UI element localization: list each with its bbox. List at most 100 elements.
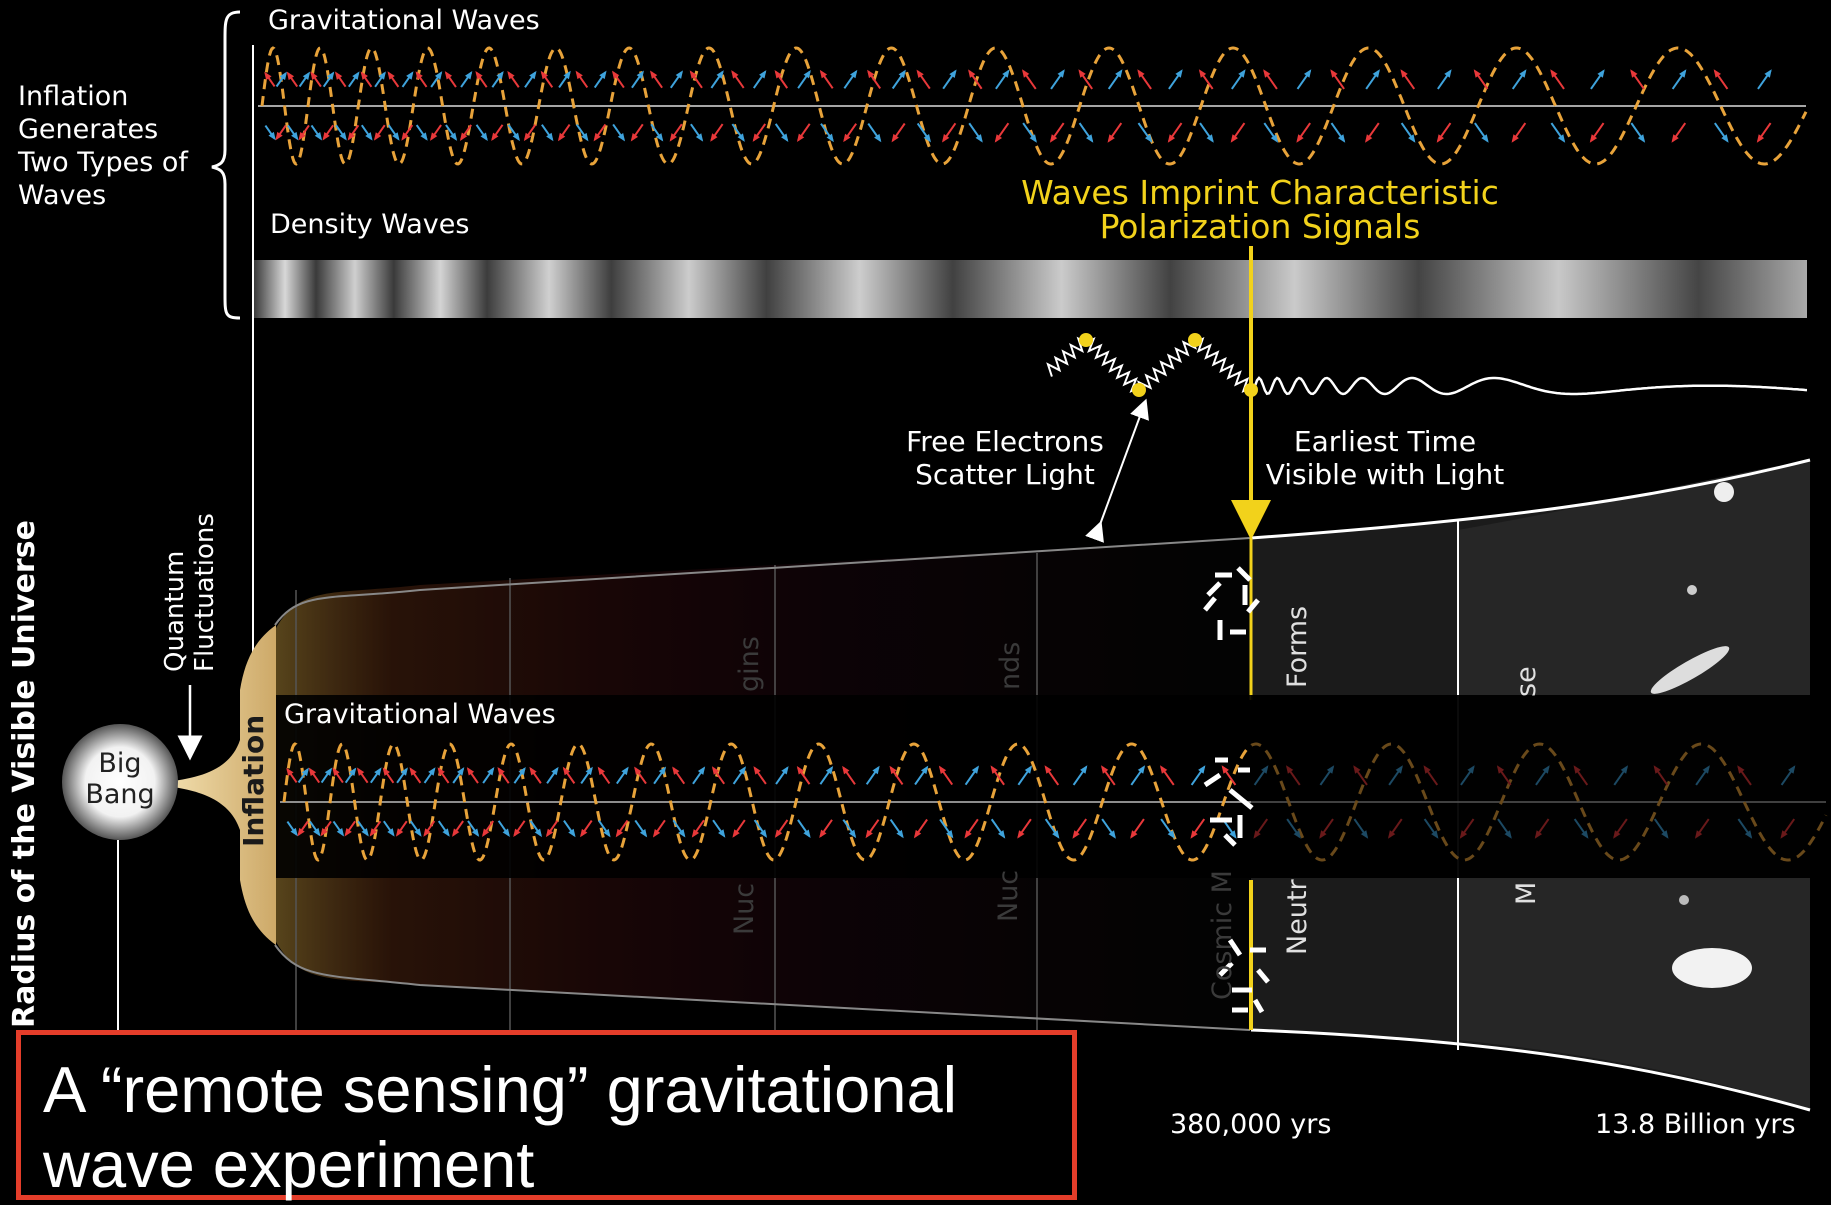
polarization-arrowhead (1304, 69, 1312, 78)
polarization-arrowhead (452, 828, 460, 837)
polarization-arrowhead (1024, 765, 1033, 774)
polarization-arrowhead (480, 132, 488, 141)
polarization-arrowhead (975, 134, 983, 143)
polarization-arrowhead (675, 70, 683, 79)
polarization-arrowhead (347, 132, 355, 141)
polarization-arrowhead (442, 828, 450, 837)
polarization-arrowhead (1017, 830, 1025, 839)
gw-inset-fade (1251, 695, 1831, 878)
polarization-arrowhead (1337, 134, 1346, 143)
polarization-arrowhead (332, 767, 340, 776)
polarization-arrowhead (781, 133, 789, 142)
polarization-arrowhead (1137, 765, 1146, 774)
polarization-arrowhead (655, 133, 664, 142)
polarization-arrowhead (1029, 134, 1037, 143)
earliest-time-label: Earliest Time Visible with Light (1265, 425, 1505, 491)
polarization-arrowhead (428, 767, 436, 776)
polarization-arrowhead (710, 133, 718, 142)
polarization-arrowhead (1049, 134, 1058, 143)
faded-m-label: M (1511, 881, 1542, 905)
polarization-arrowhead (575, 70, 583, 80)
polarization-arrowhead (264, 71, 272, 81)
polarization-arrowhead (475, 71, 483, 80)
polarization-arrowhead (650, 70, 658, 79)
polarization-arrowhead (1002, 69, 1010, 78)
polarization-arrowhead (611, 70, 620, 80)
polarization-arrowhead (923, 133, 931, 143)
polarization-arrowhead (365, 132, 373, 141)
galaxy-2 (1672, 948, 1752, 988)
faded-nuc2-label: Nuc (993, 869, 1024, 922)
polarization-arrowhead (507, 70, 515, 80)
polarization-arrowhead (382, 767, 390, 776)
polarization-arrowhead (1167, 830, 1175, 839)
polarization-arrowhead (697, 766, 706, 775)
polarization-arrowhead (444, 71, 453, 80)
polarization-arrowhead (1108, 830, 1116, 839)
polarization-arrowhead (568, 828, 576, 838)
polarization-arrowhead (310, 71, 318, 80)
polarization-arrowhead (1137, 69, 1145, 78)
polarization-arrowhead (1365, 134, 1373, 143)
polarization-arrowhead (387, 71, 395, 80)
polarization-arrowhead (848, 829, 857, 839)
polarization-arrowhead (1052, 830, 1060, 839)
polarization-arrowhead (496, 70, 504, 80)
polarization-pattern-upper (1203, 566, 1260, 640)
cone-top-edge (274, 537, 1251, 626)
polarization-arrowhead (497, 767, 505, 776)
polarization-arrowhead (546, 132, 554, 142)
polarization-arrowhead (617, 132, 626, 142)
polarization-arrowhead (826, 133, 834, 143)
polarization-arrowhead (437, 767, 445, 776)
polarization-arrowhead (889, 765, 897, 775)
polarization-arrowhead (395, 828, 404, 837)
polarization-arrowhead (1080, 765, 1088, 774)
density-waves-band (254, 260, 1807, 318)
polarization-arrowhead (759, 829, 768, 838)
polarization-arrowhead (1263, 69, 1271, 78)
polarization-arrowhead (1198, 765, 1206, 774)
polarization-arrowhead (652, 829, 661, 838)
polarization-arrowhead (534, 828, 542, 838)
polarization-arrowhead (850, 69, 858, 79)
polarization-arrowhead (1230, 134, 1238, 143)
polarization-arrowhead (964, 830, 972, 839)
polarization-arrowhead (1057, 69, 1065, 78)
polarization-arrowhead (774, 70, 782, 79)
polarization-arrowhead (562, 766, 571, 776)
polarization-arrowhead (563, 70, 571, 80)
polarization-arrowhead (406, 71, 414, 80)
polarization-arrowhead (639, 828, 648, 838)
polarization-arrowhead (491, 132, 499, 142)
polarization-arrowhead (551, 766, 559, 776)
polarization-arrowhead (324, 767, 333, 777)
galaxy-1 (1650, 646, 1730, 694)
polarization-arrowhead (585, 766, 593, 776)
polarization-arrowhead (302, 71, 311, 81)
polarization-arrowhead (471, 828, 480, 837)
polarization-arrowhead (716, 70, 724, 79)
polarization-arrowhead (1086, 134, 1094, 143)
polarization-arrowhead (1679, 69, 1687, 78)
polarization-arrowhead (326, 71, 335, 80)
polarization-arrowhead (615, 828, 623, 838)
polarization-arrowhead (1238, 69, 1246, 78)
polarization-arrowhead (298, 131, 306, 141)
time-13-8-label: 13.8 Billion yrs (1595, 1109, 1796, 1140)
polarization-arrowhead (356, 767, 365, 776)
polarization-arrowhead (1408, 134, 1416, 143)
polarization-arrowhead (352, 71, 360, 80)
radius-axis-label: Radius of the Visible Universe (7, 520, 42, 1028)
polarization-arrowhead (1144, 134, 1153, 143)
polarization-arrowhead (737, 133, 745, 142)
polarization-arrowhead (430, 132, 438, 141)
polarization-arrowhead (557, 132, 566, 142)
polarization-arrowhead (916, 69, 924, 79)
polarization-arrowhead (518, 766, 526, 776)
polarization-arrowhead (658, 766, 667, 775)
polarization-arrowhead (842, 765, 850, 775)
big-bang-label: Big Bang (85, 748, 155, 810)
gw-top-polarization-arrows (264, 69, 1772, 143)
